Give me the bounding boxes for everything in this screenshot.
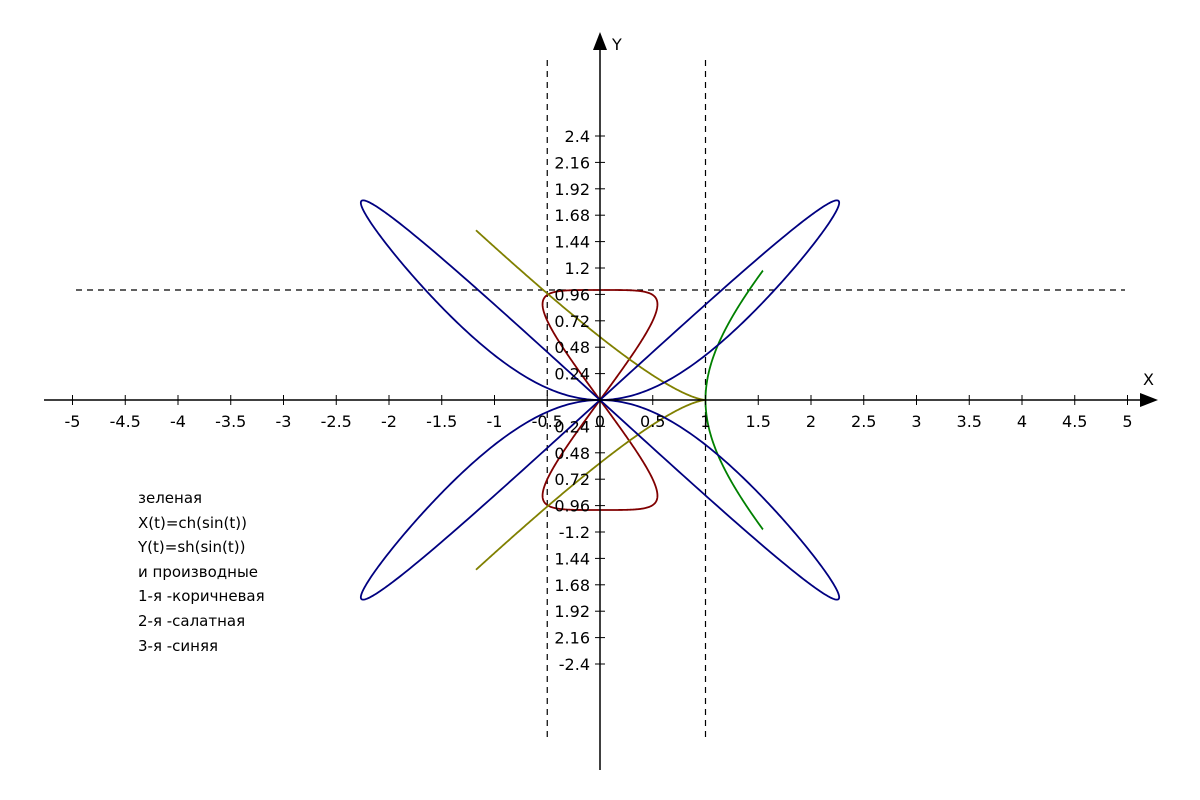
x-tick-label: 2.5 — [851, 412, 876, 431]
y-axis-arrow — [593, 32, 607, 50]
x-tick-label: -3 — [276, 412, 292, 431]
legend-text: зеленая X(t)=ch(sin(t)) Y(t)=sh(sin(t)) … — [138, 486, 265, 658]
y-tick-label: -2.4 — [559, 655, 590, 674]
y-tick-label: 1.92 — [554, 180, 590, 199]
x-tick-label: 2 — [806, 412, 816, 431]
legend-line: зеленая — [138, 489, 203, 507]
x-tick-label: -1 — [487, 412, 503, 431]
y-tick-label: 0.72 — [554, 470, 590, 489]
y-tick-label: 0.24 — [554, 365, 590, 384]
x-tick-label: -4.5 — [110, 412, 141, 431]
x-tick-label: -3.5 — [215, 412, 246, 431]
y-axis-label: Y — [611, 35, 622, 54]
y-tick-label: 1.44 — [554, 549, 590, 568]
x-tick-label: 5 — [1122, 412, 1132, 431]
x-tick-label: 3.5 — [957, 412, 982, 431]
y-tick-label: 2.4 — [565, 127, 590, 146]
y-tick-label: 1.92 — [554, 602, 590, 621]
x-tick-label: 3 — [911, 412, 921, 431]
legend-line: 3-я -синяя — [138, 636, 219, 655]
x-tick-label: 0 — [595, 412, 605, 431]
y-tick-label: 2.16 — [554, 153, 590, 172]
x-tick-label: -1.5 — [426, 412, 457, 431]
y-tick-label: -1.2 — [559, 523, 590, 542]
legend-line: 1-я -коричневая — [138, 587, 265, 606]
x-tick-label: 1 — [700, 412, 710, 431]
y-tick-label: 0.48 — [554, 444, 590, 463]
x-tick-label: -4 — [170, 412, 186, 431]
x-tick-label: -2 — [381, 412, 397, 431]
legend-line: X(t)=ch(sin(t)) — [138, 513, 247, 532]
y-tick-label: 0.72 — [554, 312, 590, 331]
legend-line: 2-я -салатная — [138, 611, 246, 630]
x-tick-label: 4.5 — [1062, 412, 1087, 431]
y-tick-label: 1.44 — [554, 233, 590, 252]
x-tick-label: -2.5 — [321, 412, 352, 431]
x-axis-arrow — [1140, 393, 1158, 407]
y-tick-label: 0.96 — [554, 497, 590, 516]
axes: X Y — [44, 32, 1158, 770]
y-ticks: 2.4 2.16 1.92 1.68 1.44 1.2 0.96 0.72 0.48 0.24 0.… — [554, 127, 605, 674]
x-ticks: -5 -4.5 -4 -3.5 -3 -2.5 -2 -1.5 -1 -0.5 0 0.5 1 1.5 2 2… — [65, 395, 1133, 431]
y-tick-label: 1.68 — [554, 206, 590, 225]
y-tick-label: 0.24 — [554, 417, 590, 436]
reference-lines — [76, 60, 1125, 740]
legend-line: и производные — [138, 562, 259, 581]
x-tick-label: 1.5 — [746, 412, 771, 431]
y-tick-label: 0.96 — [554, 285, 590, 304]
y-tick-label: 0.48 — [554, 338, 590, 357]
x-tick-label: 0.5 — [640, 412, 665, 431]
x-axis-label: X — [1143, 370, 1154, 389]
y-tick-label: 1.68 — [554, 576, 590, 595]
x-tick-label: 4 — [1017, 412, 1027, 431]
x-tick-label: -0.5 — [532, 412, 563, 431]
x-tick-label: -5 — [65, 412, 81, 431]
legend-line: Y(t)=sh(sin(t)) — [138, 538, 246, 557]
y-tick-label: 1.2 — [565, 259, 590, 278]
y-tick-label: 2.16 — [554, 629, 590, 648]
